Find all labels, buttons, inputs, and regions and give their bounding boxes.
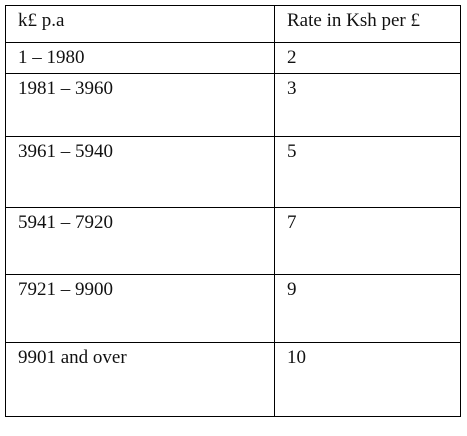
tax-rate-table: k£ p.a Rate in Ksh per £ 1 – 1980 2 1981…: [5, 5, 461, 417]
income-band-cell: 9901 and over: [5, 342, 275, 417]
rate-cell: 5: [274, 136, 461, 208]
table-row: 9901 and over 10: [5, 342, 461, 417]
header-income-band: k£ p.a: [5, 5, 275, 43]
table-row: 1981 – 3960 3: [5, 73, 461, 137]
header-rate: Rate in Ksh per £: [274, 5, 461, 43]
income-band-cell: 3961 – 5940: [5, 136, 275, 208]
rate-cell: 10: [274, 342, 461, 417]
rate-cell: 9: [274, 274, 461, 343]
table-row: 3961 – 5940 5: [5, 136, 461, 208]
income-band-cell: 1981 – 3960: [5, 73, 275, 137]
rate-cell: 2: [274, 42, 461, 74]
table-row: 5941 – 7920 7: [5, 207, 461, 275]
income-band-cell: 1 – 1980: [5, 42, 275, 74]
table-row: 7921 – 9900 9: [5, 274, 461, 343]
income-band-cell: 7921 – 9900: [5, 274, 275, 343]
income-band-cell: 5941 – 7920: [5, 207, 275, 275]
table-header-row: k£ p.a Rate in Ksh per £: [5, 5, 461, 43]
rate-cell: 7: [274, 207, 461, 275]
rate-cell: 3: [274, 73, 461, 137]
table-row: 1 – 1980 2: [5, 42, 461, 74]
